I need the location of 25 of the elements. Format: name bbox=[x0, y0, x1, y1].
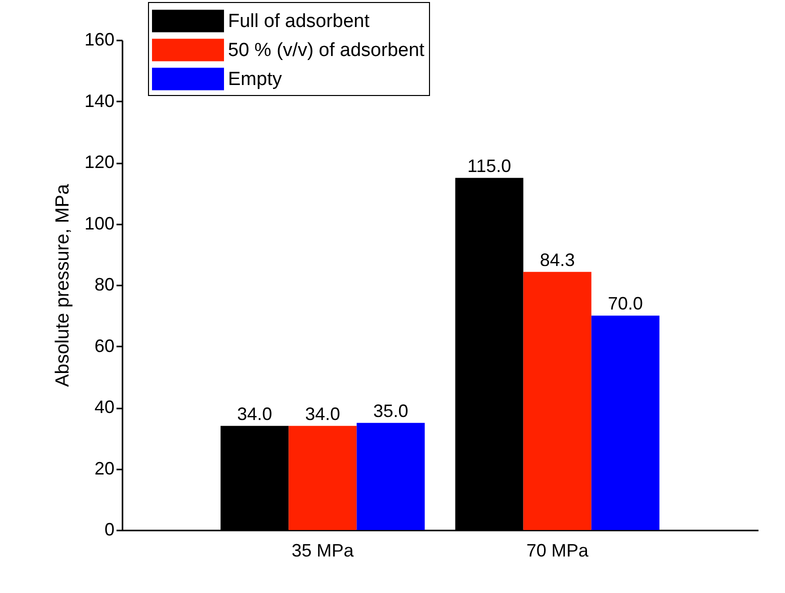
data-label: 84.3 bbox=[540, 250, 575, 270]
y-tick-label: 100 bbox=[84, 213, 114, 234]
bar bbox=[356, 422, 425, 530]
bar bbox=[523, 272, 592, 530]
legend-label: Empty bbox=[228, 69, 282, 90]
x-tick-label: 70 MPa bbox=[526, 540, 590, 560]
data-label: 35.0 bbox=[373, 400, 408, 421]
data-label: 115.0 bbox=[467, 156, 512, 176]
y-tick-label: 160 bbox=[84, 30, 114, 50]
data-label: 34.0 bbox=[237, 404, 272, 424]
bar bbox=[591, 316, 660, 530]
y-axis-title: Absolute pressure, MPa bbox=[52, 184, 74, 387]
y-tick-label: 120 bbox=[84, 152, 114, 172]
y-tick-label: 20 bbox=[94, 458, 114, 478]
legend-label: Full of adsorbent bbox=[228, 11, 370, 32]
data-label: 34.0 bbox=[305, 404, 340, 424]
bar bbox=[288, 426, 357, 530]
y-tick-label: 40 bbox=[94, 397, 114, 417]
legend-label: 50 % (v/v) of adsorbent bbox=[228, 40, 426, 61]
y-tick-label: 80 bbox=[94, 274, 114, 294]
data-label: 70.0 bbox=[608, 294, 643, 314]
y-tick-label: 0 bbox=[104, 520, 114, 540]
x-tick-label: 35 MPa bbox=[292, 540, 355, 560]
y-tick-label: 60 bbox=[94, 336, 114, 356]
y-tick-label: 140 bbox=[84, 90, 114, 111]
